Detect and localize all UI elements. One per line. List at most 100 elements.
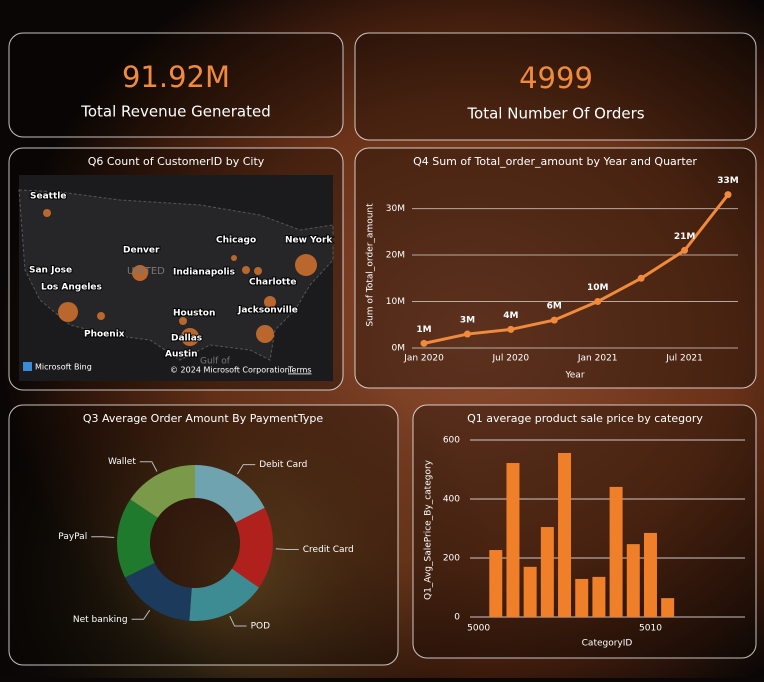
map-city-label: Indianapolis	[173, 268, 235, 278]
data-label: 4M	[503, 311, 518, 321]
bar	[592, 576, 606, 617]
slice-label: PayPal	[58, 532, 87, 542]
data-label: 1M	[416, 325, 431, 335]
leader-line	[229, 615, 247, 627]
x-tick-label: 5000	[467, 624, 490, 634]
map-copyright: © 2024 Microsoft Corporation	[170, 366, 290, 375]
map-city-label: Seattle	[30, 192, 66, 202]
donut-slice	[130, 465, 195, 518]
bubble	[132, 265, 148, 281]
y-tick-label: 0	[454, 613, 460, 623]
kpi-value: 4999	[519, 61, 593, 95]
data-label: 33M	[717, 176, 739, 186]
slice-label: Credit Card	[303, 545, 354, 555]
bar	[506, 463, 520, 617]
donut-slice	[116, 499, 158, 578]
y-tick-label: 0M	[392, 344, 406, 354]
map	[18, 175, 334, 381]
x-tick-label: Jul 2021	[665, 354, 703, 364]
data-label: 10M	[587, 283, 609, 293]
map-gulf-label: Gulf of	[200, 357, 231, 367]
map-city-label: Chicago	[216, 236, 256, 246]
bar	[626, 544, 640, 617]
x-tick-label: 5010	[639, 624, 662, 634]
bar	[523, 566, 537, 617]
map-city-label: Dallas	[171, 334, 202, 344]
donut-slice	[189, 568, 259, 621]
line-point	[637, 274, 645, 282]
bar	[558, 452, 572, 617]
chart-title: Q4 Sum of Total_order_amount by Year and…	[413, 155, 697, 168]
y-axis-title: Q1_Avg_SalePrice_By_category	[424, 459, 434, 600]
y-tick-label: 400	[443, 495, 460, 505]
leader-line	[275, 548, 299, 551]
y-axis-title: Sum of Total_order_amount	[366, 203, 376, 327]
x-tick-label: Jan 2020	[403, 354, 444, 364]
line-point	[681, 246, 689, 254]
kpi-card	[8, 32, 344, 138]
y-tick-label: 10M	[386, 297, 405, 307]
leader-line	[237, 464, 256, 475]
map-city-label: San Jose	[29, 266, 72, 276]
data-label: 3M	[460, 316, 475, 326]
map-city-label: Jacksonville	[237, 306, 298, 316]
line-point	[594, 298, 602, 306]
x-tick-label: Jul 2020	[492, 354, 530, 364]
chart-title: Q1 average product sale price by categor…	[467, 412, 703, 425]
leader-line	[131, 609, 151, 620]
bubble	[264, 296, 276, 308]
data-label: 21M	[674, 232, 696, 242]
line-point	[724, 191, 732, 199]
map-city-label: Houston	[173, 309, 215, 319]
map-city-label: Charlotte	[249, 278, 297, 288]
y-tick-label: 30M	[386, 204, 405, 214]
map-terms: Terms	[287, 366, 312, 375]
bubble	[254, 267, 262, 275]
map-country-label: UNITED	[127, 266, 165, 277]
line-point	[420, 339, 428, 347]
slice-label: Net banking	[73, 615, 128, 625]
bubble	[43, 209, 51, 217]
leader-line	[139, 461, 158, 472]
bubble	[242, 266, 250, 274]
slice-label: POD	[251, 622, 271, 632]
donut-slice	[125, 562, 192, 621]
donut-hole	[150, 498, 240, 588]
map-city-label: Denver	[123, 246, 160, 256]
y-tick-label: 200	[443, 554, 460, 564]
bubble	[179, 317, 187, 325]
bar	[575, 578, 589, 617]
line-card	[354, 147, 757, 389]
kpi-label: Total Revenue Generated	[80, 103, 270, 121]
x-axis-title: Year	[564, 371, 584, 381]
line-point	[463, 330, 471, 338]
line-point	[507, 325, 515, 333]
map-city-label: Austin	[165, 350, 198, 360]
leader-line	[91, 536, 115, 538]
map-provider: Microsoft Bing	[35, 363, 92, 372]
bar	[643, 532, 657, 617]
map-city-label: Phoenix	[84, 330, 125, 340]
slice-label: Debit Card	[259, 460, 307, 470]
donut-slice	[231, 507, 273, 588]
kpi-value: 91.92M	[122, 60, 230, 94]
bubble	[231, 255, 237, 261]
bing-logo	[23, 362, 32, 371]
bubble	[58, 302, 78, 322]
bar	[661, 598, 675, 617]
bubble	[97, 312, 105, 320]
x-tick-label: Jan 2021	[577, 354, 618, 364]
y-tick-label: 20M	[386, 251, 405, 261]
map-bubbles	[43, 209, 317, 346]
bar-card	[412, 404, 757, 659]
bar	[489, 550, 503, 617]
bar	[540, 527, 554, 617]
line	[423, 193, 730, 345]
chart-title: Q3 Average Order Amount By PaymentType	[83, 412, 324, 425]
kpi-card	[354, 32, 757, 141]
data-label: 6M	[547, 302, 562, 312]
line-point	[550, 316, 558, 324]
kpi-label: Total Number Of Orders	[466, 105, 644, 123]
